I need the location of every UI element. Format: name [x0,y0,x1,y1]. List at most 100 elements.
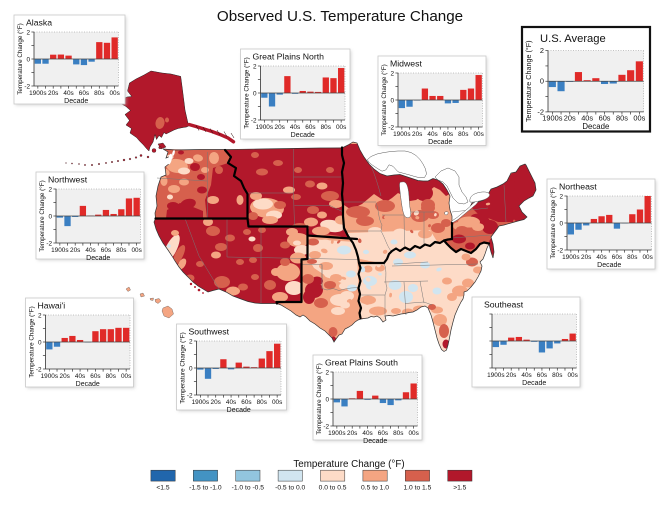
svg-text:2: 2 [559,193,563,200]
svg-text:40s: 40s [85,247,95,254]
svg-text:-2: -2 [251,117,257,124]
svg-text:U.S. Average: U.S. Average [540,33,606,45]
svg-text:2: 2 [189,338,193,345]
svg-text:Decade: Decade [522,380,546,387]
svg-text:0: 0 [559,220,563,227]
svg-text:20s: 20s [412,131,422,138]
svg-text:20s: 20s [564,114,576,123]
svg-text:Midwest: Midwest [390,59,422,69]
svg-text:Decade: Decade [86,255,110,262]
svg-text:00s: 00s [633,114,645,123]
svg-text:Temperature Change (°F): Temperature Change (°F) [380,64,388,135]
svg-text:Southeast: Southeast [484,300,524,310]
svg-text:>1.5: >1.5 [453,485,466,492]
svg-text:2: 2 [253,63,257,70]
svg-text:60s: 60s [90,373,100,380]
svg-text:60s: 60s [378,430,388,437]
svg-text:-1.0 to -0.5: -1.0 to -0.5 [232,485,265,492]
svg-text:Temperature Change (°F): Temperature Change (°F) [293,459,404,470]
svg-text:Temperature Change (°F): Temperature Change (°F) [315,363,323,434]
svg-text:20s: 20s [211,399,221,406]
svg-text:Temperature Change (°F): Temperature Change (°F) [38,180,46,251]
svg-text:80s: 80s [116,247,126,254]
svg-text:Northwest: Northwest [48,175,88,185]
svg-text:Great Plains North: Great Plains North [253,52,325,62]
svg-text:80s: 80s [106,373,116,380]
svg-text:Decade: Decade [597,262,621,269]
svg-text:-2: -2 [323,423,329,430]
svg-text:-1.5 to -1.0: -1.5 to -1.0 [189,485,222,492]
svg-text:Decade: Decade [291,132,315,139]
svg-text:0: 0 [189,365,193,372]
svg-text:00s: 00s [121,373,131,380]
svg-text:80s: 80s [94,90,104,97]
svg-text:40s: 40s [581,114,593,123]
svg-text:0: 0 [38,339,42,346]
svg-text:-2: -2 [36,366,42,373]
svg-text:20s: 20s [70,247,80,254]
svg-text:40s: 40s [596,254,606,261]
svg-text:00s: 00s [474,131,484,138]
svg-text:00s: 00s [568,372,578,379]
svg-text:1900s: 1900s [29,90,46,97]
svg-text:80s: 80s [627,254,637,261]
svg-text:Decade: Decade [363,438,387,445]
svg-text:Decade: Decade [582,122,609,131]
svg-text:0: 0 [540,77,544,86]
svg-text:Temperature Change (°F): Temperature Change (°F) [28,306,36,377]
svg-text:60s: 60s [443,131,453,138]
svg-text:0: 0 [253,90,257,97]
svg-text:40s: 40s [521,372,531,379]
svg-text:-0.5 to 0.0: -0.5 to 0.0 [275,485,305,492]
svg-text:1900s: 1900s [487,372,504,379]
svg-text:80s: 80s [393,430,403,437]
svg-text:00s: 00s [643,254,653,261]
svg-text:2: 2 [540,46,544,55]
svg-text:0: 0 [390,97,394,104]
svg-text:Decade: Decade [76,381,100,388]
svg-text:2: 2 [325,369,329,376]
svg-text:1900s: 1900s [328,430,345,437]
svg-text:60s: 60s [241,399,251,406]
svg-text:00s: 00s [110,90,120,97]
svg-text:20s: 20s [506,372,516,379]
svg-text:Temperature Change (°F): Temperature Change (°F) [179,332,187,403]
svg-text:40s: 40s [226,399,236,406]
svg-text:1900s: 1900s [192,399,209,406]
svg-text:Decade: Decade [64,98,88,105]
svg-text:-2: -2 [388,124,394,131]
svg-text:0.5 to 1.0: 0.5 to 1.0 [361,485,389,492]
svg-text:80s: 80s [616,114,628,123]
svg-text:2: 2 [48,186,52,193]
svg-text:00s: 00s [336,124,346,131]
svg-text:60s: 60s [599,114,611,123]
svg-text:1.0 to 1.5: 1.0 to 1.5 [403,485,431,492]
svg-text:0: 0 [26,56,30,63]
svg-text:60s: 60s [101,247,111,254]
svg-text:Temperature Change (°F): Temperature Change (°F) [16,23,24,94]
svg-text:20s: 20s [48,90,58,97]
svg-text:Temperature Change (°F): Temperature Change (°F) [524,40,533,122]
svg-text:Decade: Decade [428,139,452,146]
svg-text:80s: 80s [458,131,468,138]
svg-text:Temperature Change (°F): Temperature Change (°F) [243,57,251,128]
svg-text:-2: -2 [24,83,30,90]
svg-text:Temperature Change (°F): Temperature Change (°F) [549,187,557,258]
svg-text:40s: 40s [63,90,73,97]
svg-text:2: 2 [26,29,30,36]
svg-text:80s: 80s [257,399,267,406]
svg-text:<1.5: <1.5 [156,485,169,492]
svg-text:1900s: 1900s [51,247,68,254]
svg-text:Observed U.S. Temperature Chan: Observed U.S. Temperature Change [217,8,463,25]
svg-text:Southwest: Southwest [189,327,230,337]
svg-text:0.0 to 0.5: 0.0 to 0.5 [319,485,347,492]
svg-text:1900s: 1900s [256,124,273,131]
svg-text:00s: 00s [132,247,142,254]
svg-text:00s: 00s [272,399,282,406]
svg-text:1900s: 1900s [562,254,579,261]
svg-text:2: 2 [38,312,42,319]
svg-text:20s: 20s [581,254,591,261]
svg-text:1900s: 1900s [393,131,410,138]
svg-text:1900s: 1900s [542,114,562,123]
svg-text:-2: -2 [46,240,52,247]
